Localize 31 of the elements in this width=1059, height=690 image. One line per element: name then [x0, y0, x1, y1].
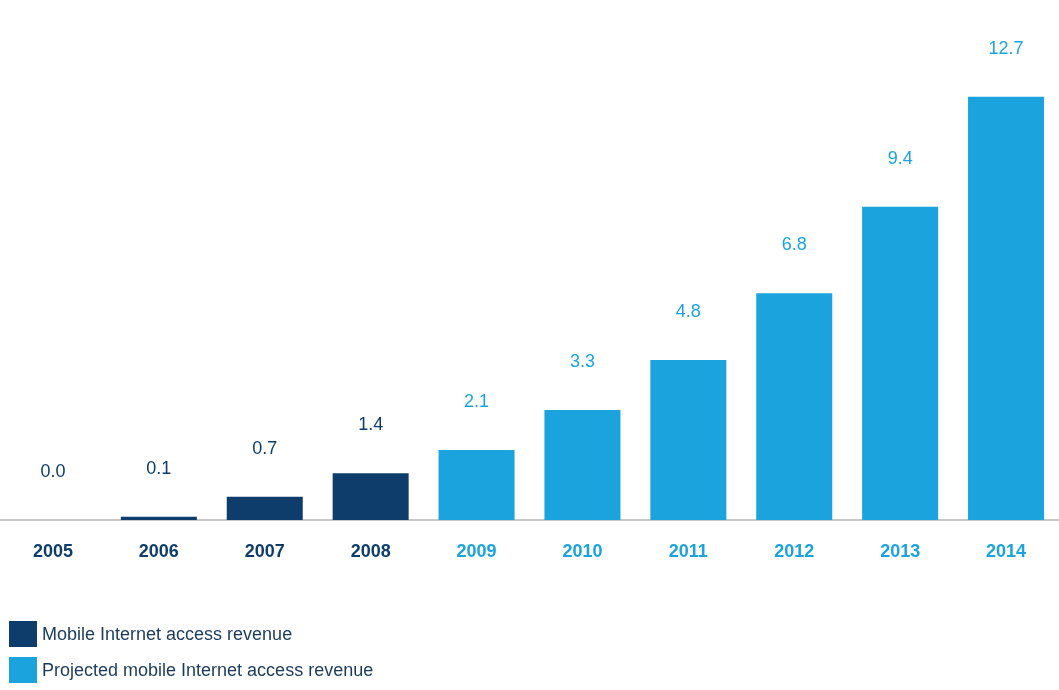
- data-label: 1.4: [358, 414, 384, 435]
- bar: [862, 206, 939, 520]
- data-label: 12.7: [988, 37, 1024, 58]
- x-tick-label: 2009: [456, 541, 497, 561]
- bar: [756, 293, 833, 520]
- bar: [120, 516, 197, 520]
- data-label: 0.0: [40, 461, 66, 481]
- x-tick-label: 2006: [138, 541, 179, 561]
- x-tick-label: 2005: [32, 541, 73, 561]
- legend-label: Projected mobile Internet access revenue: [42, 660, 374, 680]
- data-label: 0.1: [146, 457, 172, 478]
- data-label: 6.8: [781, 234, 807, 255]
- bar: [650, 360, 727, 520]
- data-label: 4.8: [675, 301, 701, 321]
- x-tick-label: 2010: [562, 541, 603, 561]
- legend-label: Mobile Internet access revenue: [42, 624, 293, 644]
- bar: [226, 496, 303, 520]
- bar: [968, 96, 1045, 520]
- bar: [544, 410, 621, 520]
- data-label: 3.3: [569, 351, 595, 371]
- bar: [438, 450, 515, 520]
- bar: [332, 473, 409, 520]
- x-tick-label: 2012: [774, 541, 815, 561]
- x-tick-label: 2013: [880, 541, 921, 561]
- data-label: 9.4: [887, 147, 913, 168]
- data-label: 2.1: [464, 391, 490, 411]
- x-tick-label: 2008: [350, 541, 391, 561]
- x-tick-label: 2007: [244, 541, 285, 561]
- data-label: 0.7: [252, 437, 278, 458]
- x-tick-label: 2014: [986, 541, 1027, 561]
- x-tick-label: 2011: [668, 541, 708, 561]
